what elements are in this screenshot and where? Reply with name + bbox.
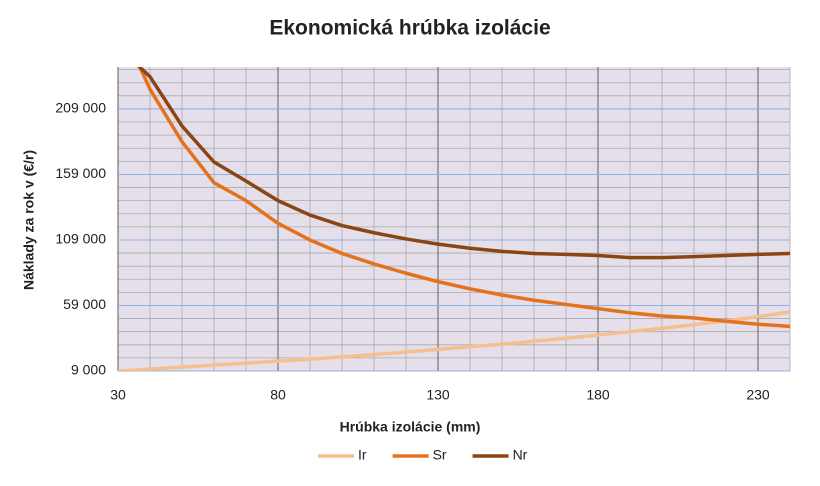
line-series [138,67,790,329]
x-tick-label: 30 [110,387,126,403]
plot-area [118,67,790,371]
y-tick-label: 9 000 [71,362,106,378]
chart-title: Ekonomická hrúbka izolácie [269,17,550,40]
legend-label: Nr [513,447,528,463]
x-tick-label: 180 [586,387,610,403]
legend-label: Sr [433,447,447,463]
legend-label: Ir [358,447,367,463]
y-tick-label: 159 000 [55,165,106,181]
x-axis-label: Hrúbka izolácie (mm) [340,419,481,435]
line-series [118,310,790,371]
series-group [118,67,790,371]
x-tick-label: 130 [426,387,450,403]
y-tick-label: 109 000 [55,231,106,247]
line-series [137,67,790,260]
y-axis-label: Náklady za rok v (€/r) [21,150,37,290]
x-tick-label: 80 [270,387,286,403]
y-tick-label: 59 000 [63,296,106,312]
x-tick-label: 230 [746,387,770,403]
y-tick-label: 209 000 [55,100,106,116]
